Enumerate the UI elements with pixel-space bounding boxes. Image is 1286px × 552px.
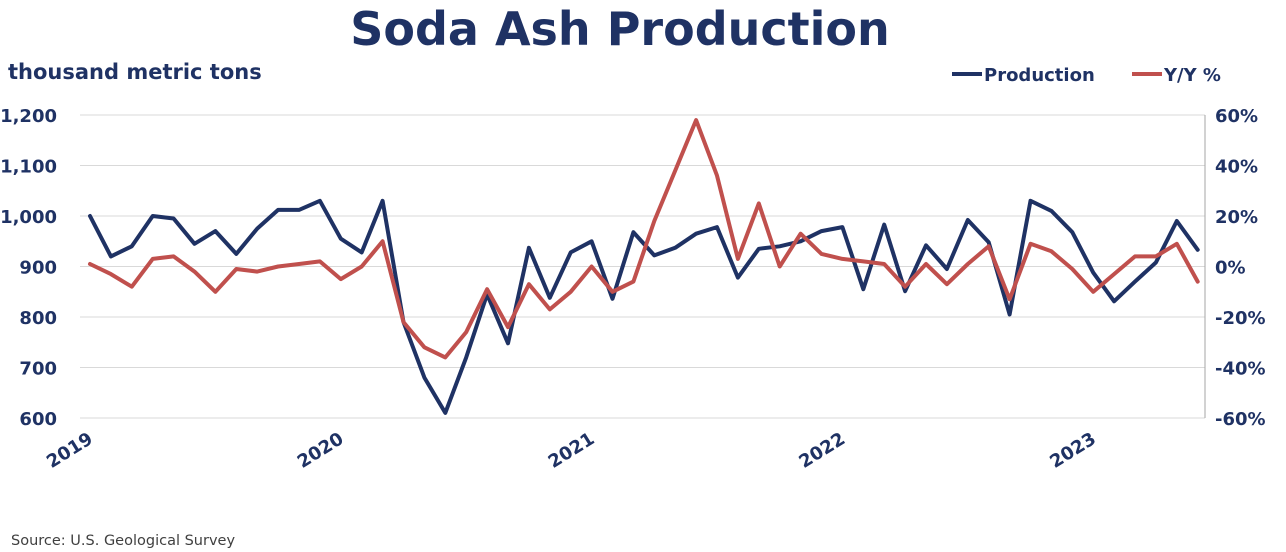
y-tick-label-left: 600 bbox=[19, 409, 57, 430]
y-tick-label-right: 0% bbox=[1215, 258, 1246, 279]
x-tick-label: 2022 bbox=[795, 428, 849, 472]
y-tick-label-right: -20% bbox=[1215, 308, 1266, 329]
y-tick-label-left: 900 bbox=[19, 258, 57, 279]
chart-title: Soda Ash Production bbox=[350, 2, 890, 56]
y-tick-label-right: 20% bbox=[1215, 207, 1258, 228]
y-tick-label-left: 700 bbox=[19, 359, 57, 380]
y-tick-label-right: -60% bbox=[1215, 409, 1266, 430]
x-tick-label: 2023 bbox=[1046, 428, 1100, 472]
y-tick-label-right: 40% bbox=[1215, 157, 1258, 178]
x-tick-label: 2019 bbox=[43, 428, 97, 472]
series-line-yy-percent bbox=[88, 118, 1200, 360]
y-tick-label-right: -40% bbox=[1215, 359, 1266, 380]
series-lines bbox=[88, 118, 1200, 415]
y-tick-label-right: 60% bbox=[1215, 106, 1258, 127]
legend-label-yy: Y/Y % bbox=[1163, 65, 1221, 86]
legend-label-production: Production bbox=[984, 65, 1095, 86]
y-tick-label-left: 1,000 bbox=[0, 207, 57, 228]
y-axis-unit-label: thousand metric tons bbox=[8, 60, 262, 84]
x-tick-label: 2020 bbox=[294, 428, 348, 472]
tick-labels: 1,200 60% 1,100 40% 1,000 20% 900 0% 800 -20% 700 -… bbox=[0, 106, 1266, 473]
series-line-production bbox=[88, 198, 1200, 415]
gridlines bbox=[80, 114, 1205, 419]
source-note: Source: U.S. Geological Survey bbox=[11, 533, 235, 549]
legend: Production Y/Y % bbox=[952, 65, 1221, 86]
y-tick-label-left: 1,200 bbox=[0, 106, 57, 127]
y-tick-label-left: 1,100 bbox=[0, 157, 57, 178]
y-tick-label-left: 800 bbox=[19, 308, 57, 329]
x-tick-label: 2021 bbox=[545, 428, 599, 472]
